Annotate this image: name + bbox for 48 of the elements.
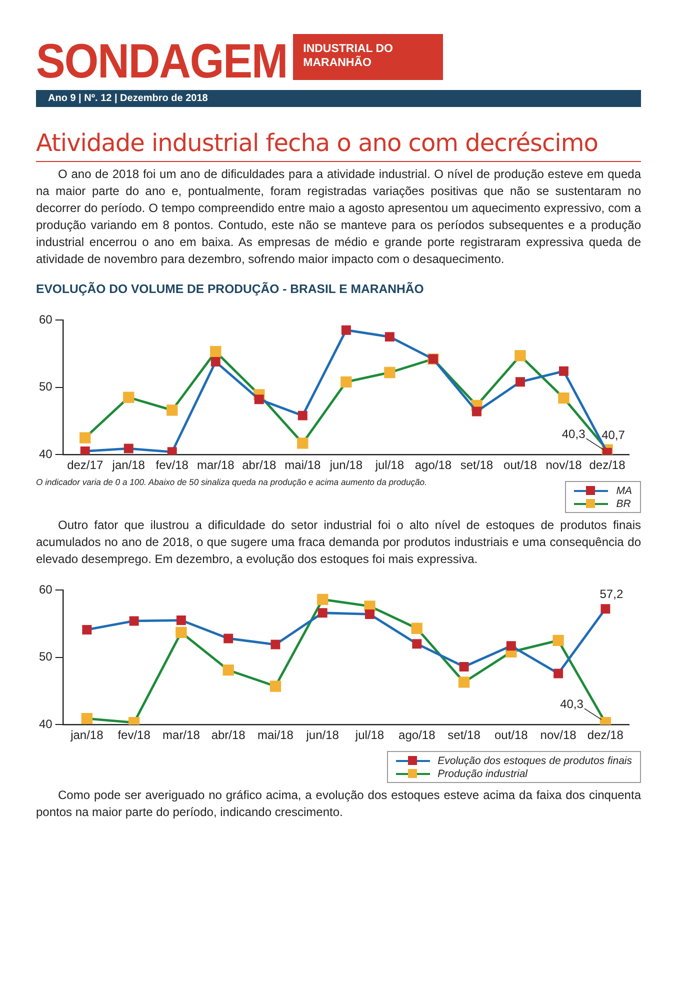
text: Como pode ser averiguado no gráfico acima, a evolução dos estoques esteve acima da faixa dos cinquenta pontos na maior parte do período, indicando crescimento. bbox=[36, 787, 641, 821]
data-label: 40,3 bbox=[562, 426, 586, 441]
x-tick-label: dez/18 bbox=[587, 728, 624, 742]
legend-label: BR bbox=[616, 498, 631, 510]
text: Atividade industrial fecha o ano com decréscimo bbox=[36, 129, 641, 162]
x-tick-label: nov/18 bbox=[540, 728, 577, 742]
text: O indicador varia de 0 a 100. Abaixo de 50 sinaliza queda na produção e acima aumento da produção. bbox=[36, 477, 427, 487]
y-tick-label: 50 bbox=[38, 380, 53, 394]
y-tick-label: 50 bbox=[38, 650, 53, 664]
legend-label: Produção industrial bbox=[438, 768, 528, 780]
chart-title: EVOLUÇÃO DO VOLUME DE PRODUÇÃO - BRASIL E MARANHÃO bbox=[36, 282, 425, 296]
data-label: 57,2 bbox=[600, 587, 624, 602]
x-tick-label: ago/18 bbox=[414, 458, 452, 472]
data-label: 40,3 bbox=[560, 696, 584, 711]
y-tick-label: 40 bbox=[38, 446, 53, 461]
legend-label: Evolução dos estoques de produtos finais bbox=[438, 754, 632, 766]
y-tick-label: 60 bbox=[38, 582, 53, 596]
x-tick-label: jul/18 bbox=[354, 728, 384, 742]
x-tick-label: mar/18 bbox=[162, 728, 200, 742]
text: Outro fator que ilustrou a dificuldade do setor industrial foi o alto nível de estoques de produtos finais acumulados no ano de 2018, o que sugere uma fraca demanda por produtos industriais e uma consequência do elevado desemprego. Em dezembro, a evolução dos estoques foi mais expressiva. bbox=[36, 517, 641, 568]
text: SONDAGEM bbox=[36, 33, 288, 90]
x-tick-label: jul/18 bbox=[374, 458, 404, 472]
x-tick-label: jan/18 bbox=[70, 728, 104, 742]
x-tick-label: set/18 bbox=[460, 458, 494, 472]
x-tick-label: jun/18 bbox=[305, 728, 340, 742]
x-tick-label: dez/18 bbox=[589, 458, 626, 472]
text: O ano de 2018 foi um ano de dificuldades para a atividade industrial. O nível de produção esteve em queda na maior parte do ano e, pontualmente, foram registradas variações positivas que não se sustentaram no decorrer do período. O tempo compreendido entre maio a agosto apresentou um aquecimento expressivo, com a produção variando em 8 pontos. Contudo, este não se manteve para os períodos subsequentes e a produção industrial encerrou o ano em baixa. As empresas de médio e grande porte registraram expressiva queda de atividade de novembro para dezembro, sofrendo maior impacto com o desaquecimento. bbox=[36, 166, 641, 268]
x-tick-label: out/18 bbox=[504, 458, 538, 472]
text: Ano 9 | Nº. 12 | Dezembro de 2018 bbox=[36, 90, 641, 107]
x-tick-label: ago/18 bbox=[398, 728, 436, 742]
x-tick-label: set/18 bbox=[448, 728, 481, 742]
legend-label: MA bbox=[616, 484, 632, 496]
x-tick-label: fev/18 bbox=[156, 458, 189, 472]
data-label: 40,7 bbox=[602, 428, 626, 442]
x-tick-label: mar/18 bbox=[196, 458, 235, 472]
x-tick-label: jun/18 bbox=[328, 458, 363, 472]
x-tick-label: abr/18 bbox=[211, 728, 246, 742]
x-tick-label: jan/18 bbox=[111, 458, 146, 472]
x-tick-label: nov/18 bbox=[546, 458, 582, 472]
x-tick-label: dez/17 bbox=[67, 458, 104, 472]
y-tick-label: 40 bbox=[38, 716, 53, 731]
x-tick-label: mai/18 bbox=[257, 728, 294, 742]
y-tick-label: 60 bbox=[38, 312, 53, 326]
text: INDUSTRIAL DO MARANHÃO bbox=[293, 34, 444, 80]
x-tick-label: mai/18 bbox=[284, 458, 321, 472]
x-tick-label: abr/18 bbox=[242, 458, 276, 472]
x-tick-label: fev/18 bbox=[118, 728, 151, 742]
x-tick-label: out/18 bbox=[494, 728, 528, 742]
